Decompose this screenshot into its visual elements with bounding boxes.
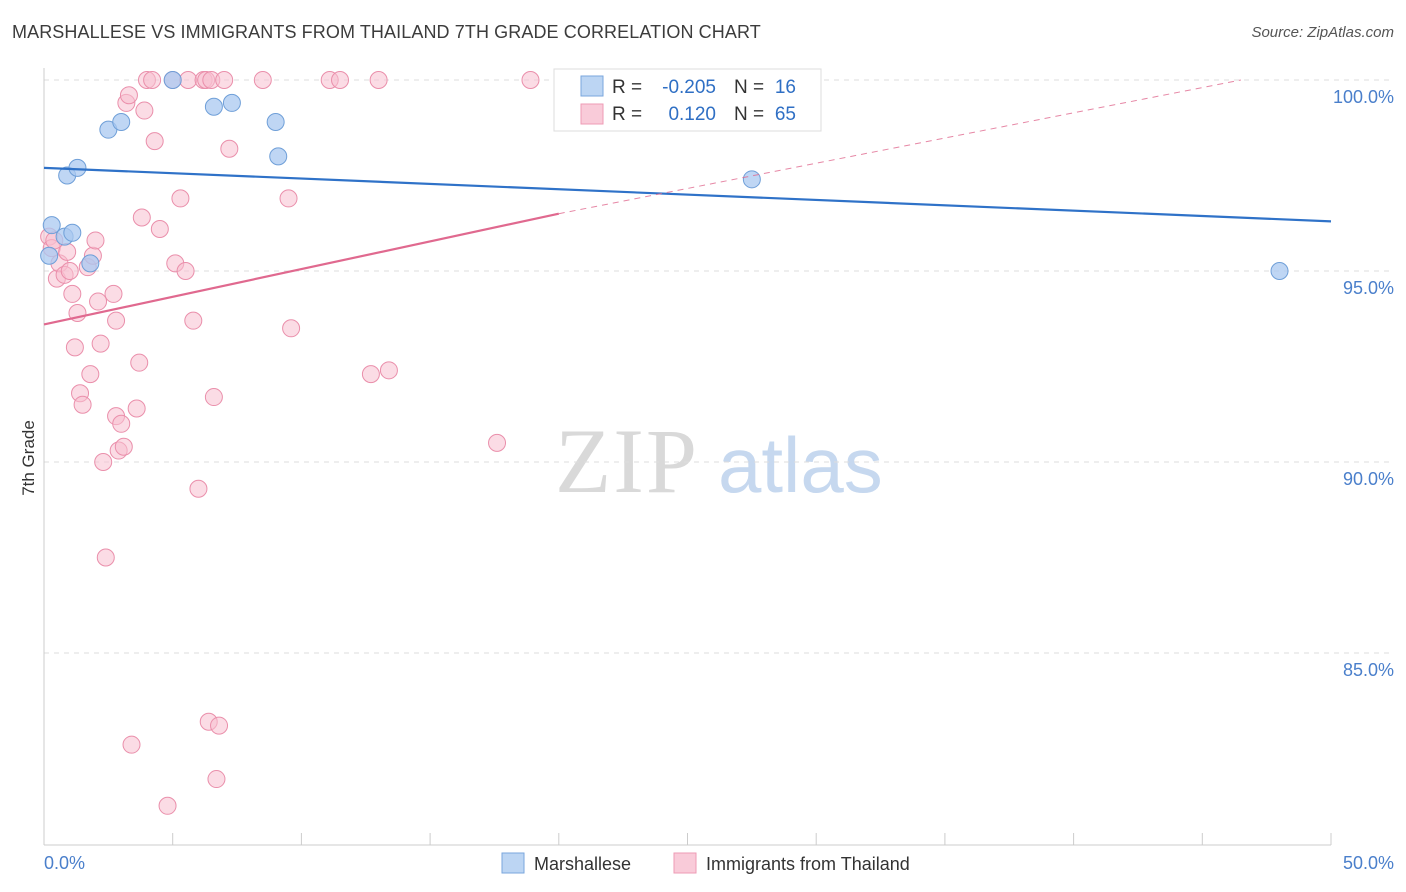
- thailand-point: [282, 319, 301, 338]
- legend-n-label-1: N =: [734, 77, 764, 98]
- thailand-point: [94, 453, 113, 471]
- y-tick-labels: 85.0% 90.0% 95.0% 100.0%: [1333, 87, 1394, 680]
- thailand-point: [171, 189, 190, 208]
- thailand-point: [488, 433, 507, 452]
- marshallese-point: [742, 170, 761, 189]
- thailand-trend-line: [43, 212, 560, 326]
- gridlines: [44, 79, 1391, 654]
- marshallese-point: [163, 71, 182, 89]
- thailand-trend-extension: [558, 79, 1242, 215]
- thailand-point: [65, 338, 84, 357]
- marshallese-point: [40, 246, 59, 265]
- thailand-point: [220, 139, 239, 158]
- trend-lines: [43, 79, 1332, 326]
- marshallese-point: [63, 223, 82, 242]
- thailand-point: [132, 208, 151, 227]
- marshallese-point: [81, 254, 100, 273]
- y-axis-label: 7th Grade: [19, 420, 38, 496]
- marshallese-point: [1270, 262, 1289, 280]
- thailand-point: [521, 71, 540, 89]
- marshallese-trend-line: [43, 166, 1332, 223]
- thailand-point: [58, 242, 77, 261]
- thailand-point: [331, 71, 350, 89]
- thailand-point: [279, 189, 298, 208]
- marshallese-point: [266, 113, 285, 132]
- thailand-point: [96, 548, 115, 567]
- legend-n-label-2: N =: [734, 104, 764, 125]
- thailand-point: [179, 71, 198, 89]
- thailand-point: [60, 262, 79, 280]
- thailand-point: [104, 284, 123, 303]
- thailand-point: [379, 361, 398, 380]
- y-tick-label: 90.0%: [1343, 469, 1394, 489]
- thailand-point: [204, 388, 223, 407]
- series-marshallese: [40, 71, 1289, 280]
- thailand-point: [114, 437, 133, 456]
- series-thailand: [40, 71, 540, 815]
- marshallese-point: [68, 158, 87, 177]
- thailand-point: [135, 101, 154, 120]
- marshallese-point: [204, 97, 223, 116]
- legend-r-value-2: 0.120: [668, 104, 716, 125]
- y-tick-label: 100.0%: [1333, 87, 1394, 107]
- chart-title: MARSHALLESE VS IMMIGRANTS FROM THAILAND …: [12, 22, 761, 42]
- stats-legend: R = -0.205 N = 16 R = 0.120 N = 65: [553, 68, 822, 132]
- thailand-point: [184, 311, 203, 330]
- thailand-point: [361, 365, 380, 384]
- thailand-point: [127, 399, 146, 418]
- thailand-point: [369, 71, 388, 89]
- legend-r-label-1: R =: [612, 77, 642, 98]
- x-tick-label-max: 50.0%: [1343, 853, 1394, 873]
- thailand-point: [145, 132, 164, 151]
- legend-swatch-marshallese: [580, 75, 604, 97]
- thailand-point: [215, 71, 234, 89]
- marshallese-point: [222, 93, 241, 112]
- y-tick-label: 85.0%: [1343, 660, 1394, 680]
- x-axis-ticks: [172, 833, 1332, 845]
- x-tick-label-min: 0.0%: [44, 853, 85, 873]
- marshallese-point: [42, 216, 61, 235]
- thailand-point: [89, 292, 108, 311]
- legend-r-value-1: -0.205: [662, 77, 716, 98]
- thailand-point: [86, 231, 105, 250]
- bottom-legend-swatch-thailand: [673, 852, 697, 874]
- legend-n-value-1: 16: [775, 77, 796, 98]
- thailand-point: [122, 735, 141, 754]
- marshallese-point: [112, 113, 131, 132]
- thailand-point: [112, 414, 131, 433]
- thailand-point: [107, 311, 126, 330]
- thailand-point: [73, 395, 92, 414]
- thailand-point: [189, 479, 208, 498]
- legend-r-label-2: R =: [612, 104, 642, 125]
- bottom-legend-marshallese: Marshallese: [534, 854, 631, 874]
- thailand-point: [158, 796, 177, 815]
- thailand-point: [253, 71, 272, 89]
- marshallese-point: [269, 147, 288, 166]
- thailand-point: [91, 334, 110, 353]
- bottom-legend-swatch-marshallese: [501, 852, 525, 874]
- thailand-point: [130, 353, 149, 372]
- thailand-point: [119, 86, 138, 105]
- legend-swatch-thailand: [580, 103, 604, 125]
- y-tick-label: 95.0%: [1343, 278, 1394, 298]
- thailand-point: [210, 716, 229, 735]
- bottom-legend-thailand: Immigrants from Thailand: [706, 854, 910, 874]
- thailand-point: [143, 71, 162, 89]
- thailand-point: [150, 219, 169, 238]
- thailand-point: [207, 770, 226, 789]
- watermark-atlas: atlas: [718, 421, 883, 509]
- watermark-zip: ZIP: [555, 410, 699, 512]
- legend-n-value-2: 65: [775, 104, 796, 125]
- series-legend: Marshallese Immigrants from Thailand: [501, 852, 910, 874]
- thailand-point: [63, 284, 82, 303]
- thailand-point: [176, 262, 195, 280]
- thailand-point: [81, 365, 100, 384]
- source-label: Source: ZipAtlas.com: [1251, 24, 1394, 41]
